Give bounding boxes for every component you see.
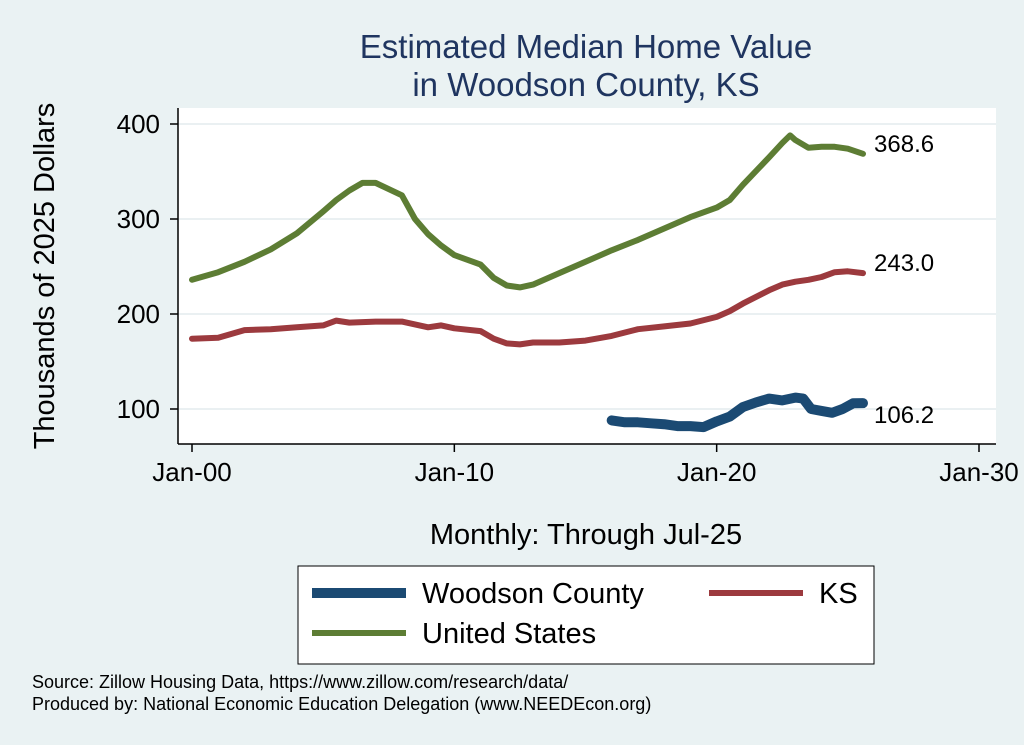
end-labels: 106.2 243.0 368.6 <box>874 131 934 429</box>
legend-label-ks: KS <box>819 578 858 610</box>
y-tick-label-200: 200 <box>117 299 160 329</box>
end-label-woodson-county: 106.2 <box>874 402 934 429</box>
x-tick-label-Jan-10: Jan-10 <box>415 457 495 487</box>
legend: Woodson County KS United States <box>297 565 875 665</box>
y-tick-label-100: 100 <box>117 394 160 424</box>
x-tick-label-Jan-00: Jan-00 <box>152 457 232 487</box>
x-tick-label-Jan-20: Jan-20 <box>677 457 757 487</box>
y-ticks: 100 200 300 400 <box>117 109 178 424</box>
produced-by-note: Produced by: National Economic Education… <box>32 694 651 714</box>
legend-label-woodson-county: Woodson County <box>422 578 644 610</box>
y-tick-label-300: 300 <box>117 204 160 234</box>
source-note: Source: Zillow Housing Data, https://www… <box>32 672 568 692</box>
series-line-ks <box>189 268 866 348</box>
x-ticks: Jan-00 Jan-10 Jan-20 Jan-30 <box>152 444 1019 487</box>
chart-title-line-2: in Woodson County, KS <box>412 66 759 103</box>
x-tick-label-Jan-30: Jan-30 <box>939 457 1019 487</box>
legend-box <box>297 565 875 665</box>
x-axis-title: Monthly: Through Jul-25 <box>430 519 742 551</box>
series-line-woodson-county <box>606 392 868 433</box>
chart-title-line-1: Estimated Median Home Value <box>360 28 812 65</box>
series-layer <box>189 132 868 433</box>
legend-label-united-states: United States <box>422 618 596 650</box>
plot-area <box>178 108 996 444</box>
series-line-united-states <box>189 132 866 291</box>
y-tick-label-400: 400 <box>117 109 160 139</box>
end-label-united-states: 368.6 <box>874 131 934 158</box>
end-label-ks: 243.0 <box>874 250 934 277</box>
y-axis-title: Thousands of 2025 Dollars <box>29 103 61 450</box>
